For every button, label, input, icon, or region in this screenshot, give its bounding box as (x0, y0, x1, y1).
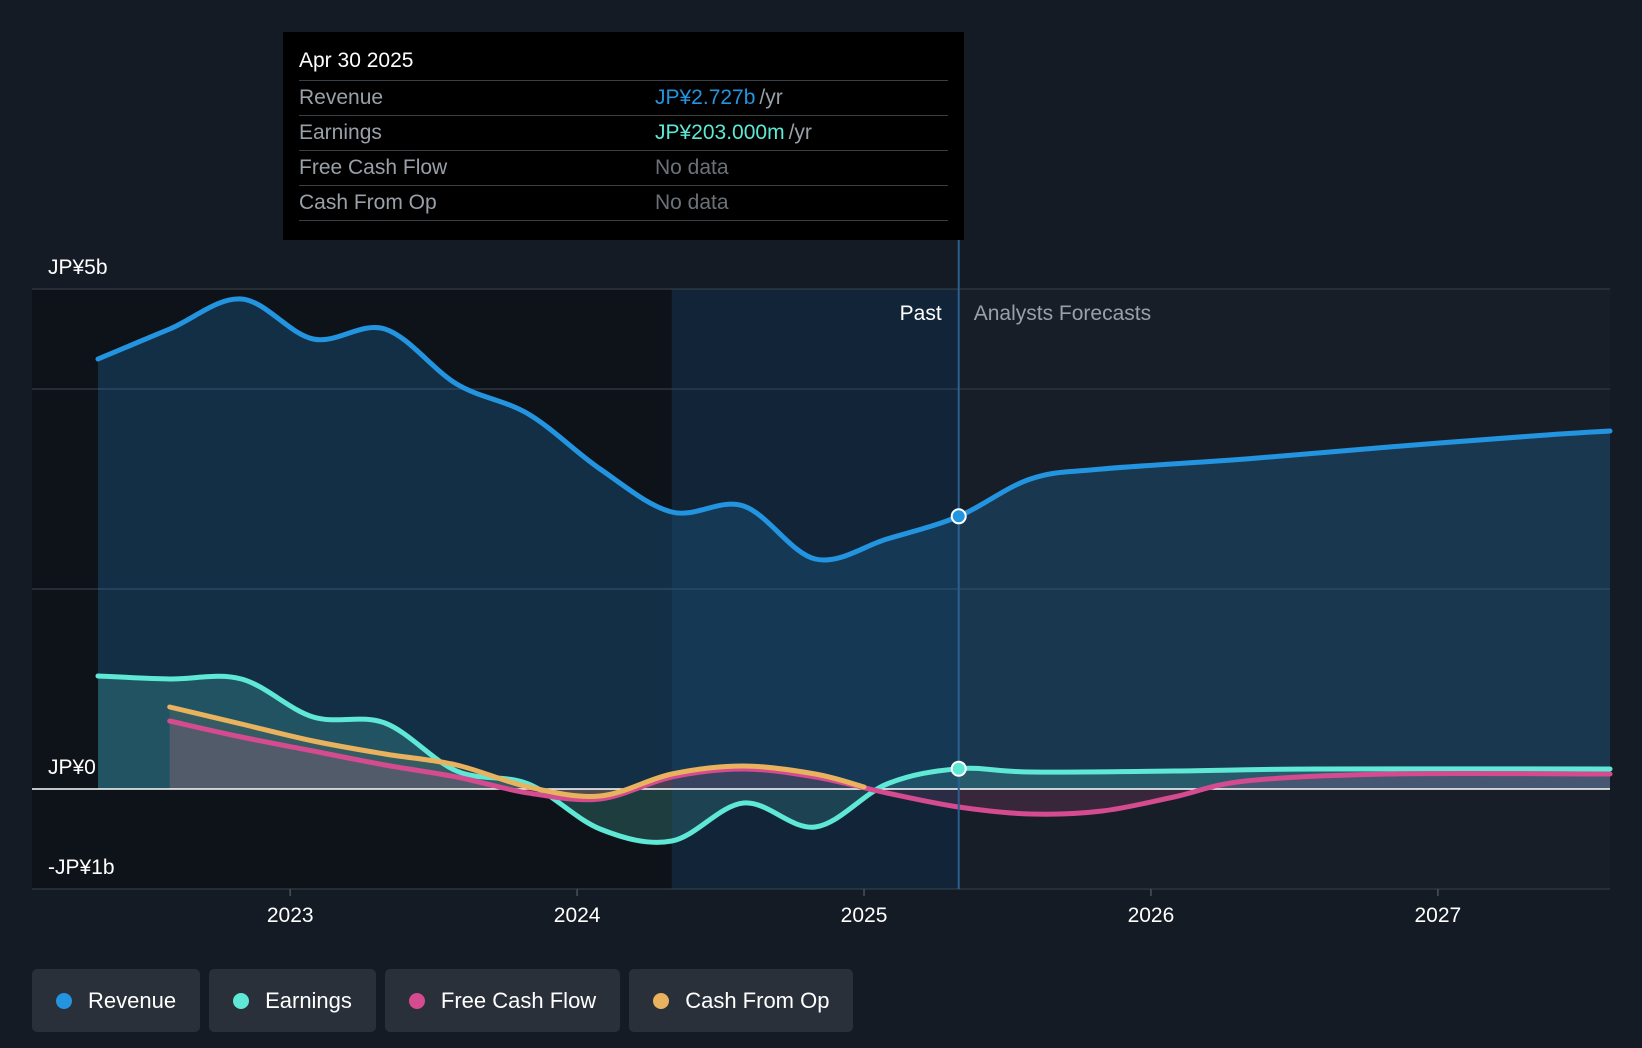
y-tick-label: -JP¥1b (48, 856, 115, 879)
past-label: Past (900, 302, 942, 325)
revenue-marker (950, 508, 967, 525)
tooltip-date: Apr 30 2025 (299, 49, 414, 72)
earnings-area (97, 676, 1610, 843)
y-tick-label: JP¥5b (48, 256, 108, 279)
tooltip-row-cash-from-op: Cash From Op No data (299, 185, 948, 221)
x-tick-label: 2026 (1128, 904, 1175, 927)
tooltip-value: JP¥2.727b (655, 86, 756, 109)
cash-from-op-line (167, 704, 867, 799)
x-tick-labels: 2023 2024 2025 2026 2027 (267, 889, 1461, 927)
tooltip-label: Revenue (299, 86, 384, 109)
y-tick-labels: JP¥5b JP¥0 -JP¥1b (48, 256, 115, 879)
tooltip-label: Free Cash Flow (299, 156, 448, 179)
tooltip-label: Cash From Op (299, 191, 437, 214)
series-lines (95, 296, 1613, 845)
tooltip: Apr 30 2025 Revenue JP¥2.727b/yr Earning… (283, 32, 964, 240)
hover-markers (950, 508, 967, 777)
x-tick-label: 2025 (841, 904, 888, 927)
earnings-marker (950, 760, 967, 777)
revenue-area (97, 298, 1610, 789)
legend-dot-icon (56, 992, 72, 1009)
earnings-line (95, 673, 1613, 845)
tooltip-row-revenue: Revenue JP¥2.727b/yr (299, 80, 948, 115)
x-tick-label: 2024 (554, 904, 601, 927)
free-cash-flow-line (167, 718, 1613, 817)
tooltip-row-free-cash-flow: Free Cash Flow No data (299, 150, 948, 185)
legend-dot-icon (408, 992, 425, 1009)
tooltip-unit: /yr (788, 121, 812, 144)
gridlines (32, 288, 1610, 890)
legend-dot-icon (233, 992, 250, 1009)
legend-item-cash-from-op[interactable]: Cash From Op (629, 969, 854, 1032)
legend-label: Cash From Op (685, 987, 830, 1013)
tooltip-value: No data (655, 191, 729, 214)
tooltip-unit: /yr (759, 86, 783, 109)
legend-item-earnings[interactable]: Earnings (209, 969, 376, 1032)
legend-item-revenue[interactable]: Revenue (32, 969, 201, 1032)
tooltip-row-earnings: Earnings JP¥203.000m/yr (299, 115, 948, 150)
tooltip-label: Earnings (299, 121, 382, 144)
legend-label: Free Cash Flow (440, 987, 597, 1013)
revenue-line (95, 296, 1613, 563)
tooltip-value: JP¥203.000m (655, 121, 785, 144)
legend: Revenue Earnings Free Cash Flow Cash Fro… (32, 969, 854, 1032)
legend-label: Earnings (265, 987, 352, 1013)
x-tick-label: 2023 (267, 904, 314, 927)
x-tick-label: 2027 (1414, 904, 1461, 927)
y-tick-label: JP¥0 (48, 756, 96, 779)
legend-item-free-cash-flow[interactable]: Free Cash Flow (384, 969, 621, 1032)
forecast-label: Analysts Forecasts (974, 302, 1151, 325)
legend-dot-icon (653, 992, 670, 1009)
tooltip-value: No data (655, 156, 729, 179)
legend-label: Revenue (88, 987, 177, 1013)
